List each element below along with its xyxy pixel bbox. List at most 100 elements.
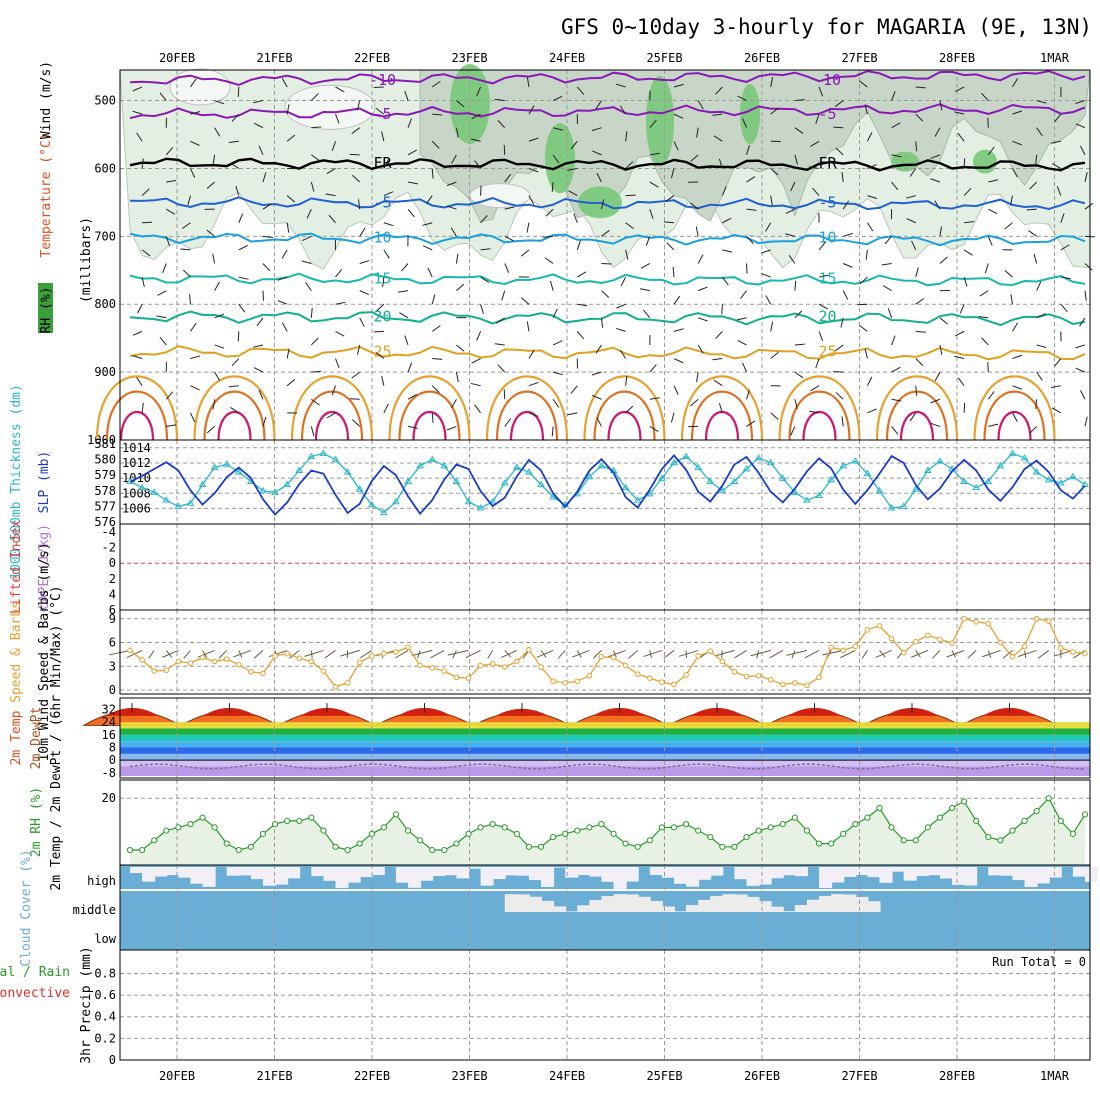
cloud-high-gap-57 — [819, 867, 833, 889]
upper-wind-barb-47-800 — [698, 317, 708, 322]
rh2m-point-68 — [948, 804, 956, 812]
x-tick-bottom-26FEB: 26FEB — [744, 1069, 780, 1083]
thickness-point-15 — [307, 452, 316, 459]
wind-speed-point-41 — [622, 662, 629, 669]
upper-wind-barb-25-720 — [422, 245, 433, 251]
upper-wind-barb-33-800 — [521, 297, 530, 305]
upper-wind-barb-11-760 — [262, 290, 264, 301]
wind-barb-34 — [540, 650, 547, 658]
rh2m-point-41 — [622, 840, 629, 847]
precip-tick-0.6: 0.6 — [94, 988, 116, 1002]
upper-wind-barb-75-880 — [1036, 371, 1043, 381]
upper-wind-barb-19-800 — [359, 317, 365, 327]
chart-title: GFS 0~10day 3-hourly for MAGARIA (9E, 13… — [561, 15, 1092, 39]
upper-wind-barb-1-640 — [141, 188, 150, 196]
wind-barb-75 — [1017, 649, 1037, 657]
upper-wind-barb-35-720 — [544, 257, 554, 264]
wind-speed-point-16 — [320, 668, 327, 674]
wind-barb-72 — [982, 649, 1001, 658]
upper-wind-barb-15-720 — [301, 260, 312, 264]
upper-wind-barb-5-760 — [183, 269, 191, 278]
cloud-mid-gap-47 — [698, 899, 712, 912]
wind-speed-point-76 — [1045, 618, 1052, 624]
upper-wind-barb-3-920 — [165, 391, 174, 400]
upper-wind-barb-35-760 — [550, 280, 554, 291]
cloud-mid-gap-54 — [782, 911, 796, 912]
upper-wind-barb-57-800 — [818, 303, 829, 310]
cloud-high-gap-23 — [408, 867, 422, 888]
thickness-point-78 — [1069, 472, 1077, 480]
wind-speed-point-11 — [260, 670, 266, 677]
upper-wind-barb-61-480 — [859, 80, 868, 88]
upper-wind-barb-45-560 — [673, 141, 679, 151]
upper-wind-barb-43-600 — [649, 181, 659, 188]
upper-wind-barb-31-960 — [504, 418, 512, 427]
thickness-tick-577: 577 — [94, 499, 116, 513]
upper-wind-barb-5-640 — [187, 195, 191, 206]
upper-wind-barb-61-520 — [864, 104, 868, 115]
upper-wind-barb-27-560 — [451, 154, 457, 164]
upper-wind-barb-79-800 — [1079, 317, 1086, 327]
wind10m-frame — [119, 609, 1091, 695]
wind-barb-31 — [504, 650, 512, 658]
temp-contour-label-5-0: 15 — [373, 269, 391, 287]
bl-loop-9-2 — [997, 411, 1032, 441]
thickness-point-19 — [355, 485, 364, 492]
upper-wind-barb-69-960 — [963, 402, 966, 413]
rh2m-point-43 — [646, 837, 653, 844]
wind-barb-27 — [452, 650, 457, 659]
temp2m-frame — [119, 697, 1091, 779]
li-tick--2: -2 — [102, 541, 116, 555]
cloud-high-gap-71 — [988, 867, 1002, 876]
wind-barb-41 — [607, 649, 626, 658]
thickness-point-42 — [633, 496, 642, 503]
rh2m-point-11 — [259, 830, 267, 837]
cloud-high-gap-63 — [891, 867, 905, 872]
upper-wind-barb-39-480 — [595, 100, 602, 110]
upper-wind-barb-1-600 — [141, 158, 144, 169]
upper-wind-barb-31-920 — [503, 389, 506, 400]
upper-wind-barb-19-640 — [357, 199, 361, 210]
rh2m-point-70 — [973, 817, 980, 824]
ylabel-li: Lifted Index — [9, 520, 24, 614]
upper-wind-barb-17-640 — [325, 193, 336, 197]
wind-speed-point-26 — [441, 668, 448, 674]
upper-wind-barb-67-840 — [939, 344, 943, 355]
temp-band-0 — [120, 766, 1090, 776]
wind-barb-66 — [911, 649, 929, 658]
upper-wind-barb-27-880 — [455, 372, 459, 383]
cloud-mid-gap-57 — [819, 895, 833, 912]
upper-wind-barb-77-600 — [1051, 163, 1062, 169]
upper-wind-barb-3-560 — [165, 146, 174, 156]
x-tick-top-21FEB: 21FEB — [256, 51, 292, 65]
upper-wind-barb-55-480 — [794, 99, 805, 102]
upper-wind-barb-9-640 — [235, 185, 240, 196]
wind-barb-16 — [304, 649, 324, 657]
rh2m-point-67 — [936, 814, 944, 821]
thickness-point-69 — [960, 477, 968, 484]
wind-tick-0: 0 — [109, 683, 116, 697]
upper-wind-barb-69-840 — [954, 330, 965, 337]
wind-speed-point-13 — [284, 650, 290, 657]
x-tick-bottom-24FEB: 24FEB — [549, 1069, 585, 1083]
upper-wind-barb-59-600 — [841, 172, 844, 183]
temp-band-6 — [120, 728, 1090, 735]
temp-contour-label-4-1: 10 — [818, 229, 836, 247]
upper-wind-barb-31-840 — [494, 343, 505, 346]
bl-loop-7-0 — [778, 375, 861, 441]
thickness-point-17 — [331, 455, 340, 463]
temp-tick-32: 32 — [102, 703, 116, 717]
upper-wind-barb-35-800 — [552, 308, 558, 319]
upper-wind-barb-59-960 — [841, 416, 844, 427]
wind-speed-point-21 — [381, 650, 387, 657]
upper-wind-barb-49-800 — [721, 304, 723, 315]
upper-wind-barb-73-920 — [1012, 385, 1022, 390]
upper-wind-barb-53-720 — [761, 249, 771, 254]
cape-li-frame — [119, 523, 1091, 611]
upper-wind-barb-9-480 — [237, 86, 240, 97]
upper-wind-barb-21-760 — [382, 277, 385, 288]
upper-wind-barb-33-480 — [526, 77, 530, 88]
upper-wind-barb-79-600 — [1084, 172, 1088, 183]
cloud-high-gap-39 — [601, 867, 615, 882]
ylabel-slp: SLP (mb) — [37, 451, 52, 514]
